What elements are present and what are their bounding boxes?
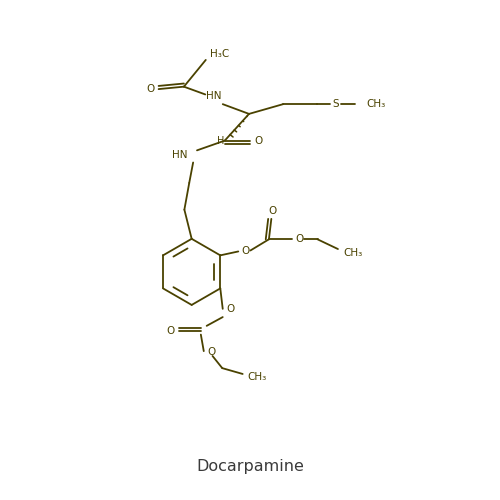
Text: O: O — [226, 304, 234, 314]
Text: O: O — [254, 136, 262, 145]
Text: O: O — [268, 206, 276, 216]
Text: HN: HN — [172, 150, 188, 160]
Text: O: O — [207, 346, 215, 356]
Text: HN: HN — [206, 92, 222, 102]
Text: Docarpamine: Docarpamine — [196, 459, 304, 474]
Text: O: O — [295, 234, 303, 244]
Text: H: H — [217, 136, 224, 146]
Text: O: O — [242, 246, 250, 256]
Text: CH₃: CH₃ — [248, 372, 267, 382]
Text: O: O — [166, 326, 175, 336]
Text: H₃C: H₃C — [210, 49, 229, 59]
Text: O: O — [146, 84, 154, 94]
Text: CH₃: CH₃ — [343, 248, 362, 258]
Text: CH₃: CH₃ — [367, 99, 386, 109]
Text: S: S — [332, 99, 340, 109]
